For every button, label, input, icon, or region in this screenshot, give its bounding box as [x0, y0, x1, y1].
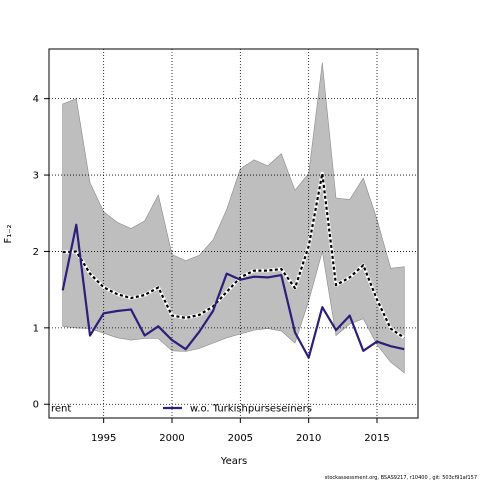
x-tick-label-2015: 2015: [364, 433, 389, 444]
y-axis-title: F₁₋₂: [3, 224, 14, 243]
series-0-halo: [62, 171, 406, 340]
confidence-band: [62, 62, 405, 374]
plot-frame: [48, 48, 419, 419]
x-tick-label-1995: 1995: [91, 433, 116, 444]
legend-label-wo-turkish: w.o. Turkishpurseseiners: [190, 404, 312, 415]
y-tick-label-2: 2: [33, 247, 39, 258]
footer-text: stockassessment.org, BSAS9217, r10400 , …: [325, 475, 477, 480]
y-tick-label-3: 3: [33, 171, 39, 182]
y-tick-label-0: 0: [33, 400, 39, 411]
x-tick-label-2010: 2010: [296, 433, 321, 444]
series-line-wo-turkish: [61, 223, 405, 359]
y-tick-label-4: 4: [33, 94, 39, 105]
x-tick-label-2000: 2000: [159, 433, 184, 444]
legend-label-rent: rent: [51, 404, 71, 415]
y-tick-label-1: 1: [33, 323, 39, 334]
x-tick-label-2005: 2005: [228, 433, 253, 444]
x-axis-title: Years: [220, 456, 247, 467]
